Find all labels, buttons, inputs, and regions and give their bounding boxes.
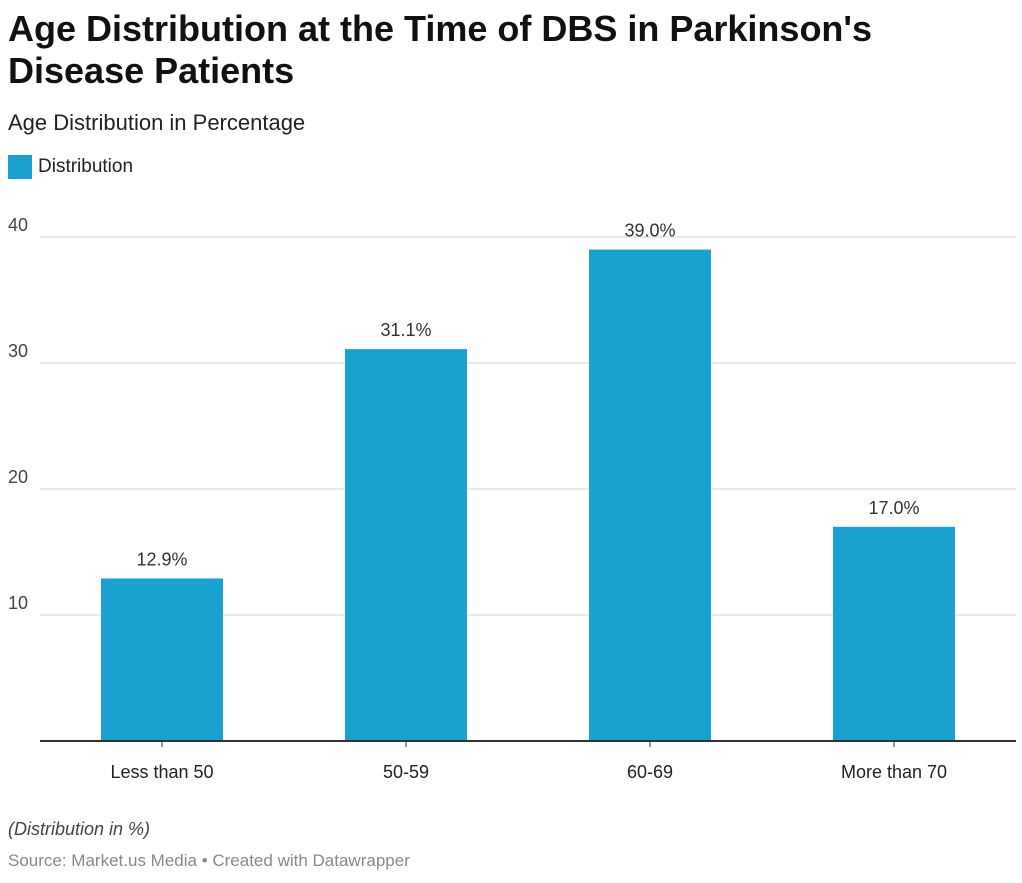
x-tick-label: More than 70 (841, 762, 947, 782)
y-tick-label: 20 (8, 467, 28, 487)
chart-title: Age Distribution at the Time of DBS in P… (8, 8, 872, 91)
x-tick-label: Less than 50 (110, 762, 213, 782)
data-label: 31.1% (380, 320, 431, 340)
bar (345, 349, 467, 741)
y-tick-label: 10 (8, 593, 28, 613)
data-label: 39.0% (624, 221, 675, 241)
bar (833, 526, 955, 741)
legend-label: Distribution (38, 156, 134, 177)
bar (589, 249, 711, 741)
data-label: 12.9% (136, 549, 187, 569)
y-tick-label: 40 (8, 215, 28, 235)
data-label: 17.0% (868, 498, 919, 518)
x-tick-label: 60-69 (627, 762, 673, 782)
legend: Distribution (8, 155, 133, 179)
legend-swatch (8, 155, 32, 179)
chart-source: Source: Market.us Media • Created with D… (8, 851, 410, 870)
bar (101, 578, 223, 741)
x-tick-label: 50-59 (383, 762, 429, 782)
chart-subtitle: Age Distribution in Percentage (8, 110, 306, 135)
chart-notes: (Distribution in %) (8, 819, 151, 839)
y-tick-label: 30 (8, 341, 28, 361)
